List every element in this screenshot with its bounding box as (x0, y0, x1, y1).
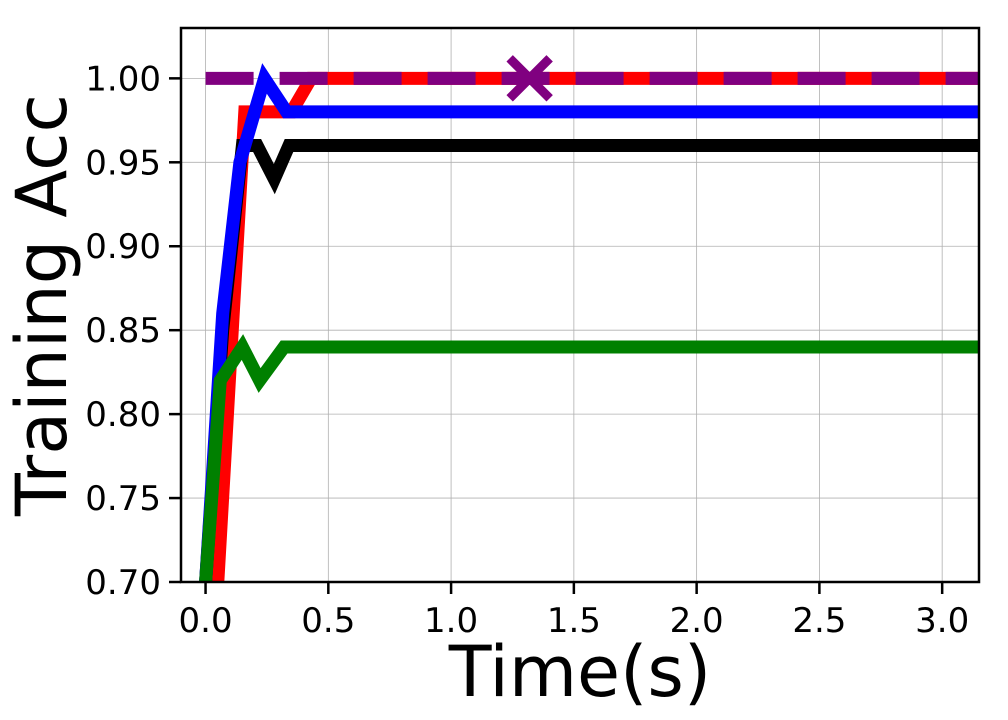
series-markers (506, 55, 553, 102)
y-tick-label: 0.95 (85, 143, 161, 183)
y-tick-label: 0.90 (85, 227, 161, 267)
series-line-3 (199, 334, 979, 582)
x-tick-label: 1.0 (424, 601, 478, 641)
x-tick-label: 1.5 (547, 601, 601, 641)
x-marker-0 (506, 55, 553, 102)
x-tick-label: 0.0 (179, 601, 233, 641)
y-tick-label: 0.85 (85, 311, 161, 351)
plot-frame (179, 26, 981, 584)
x-axis-title: Time(s) (448, 631, 711, 713)
x-tick-label: 2.5 (792, 601, 846, 641)
x-tick-label: 0.5 (301, 601, 355, 641)
x-tick-label: 3.0 (915, 601, 969, 641)
y-tick-label: 0.75 (85, 479, 161, 519)
plot-background (181, 28, 979, 582)
x-tick-label: 2.0 (670, 601, 724, 641)
series-line-2 (199, 63, 979, 582)
y-axis-title: Training Acc (1, 94, 83, 517)
x-marker-stroke (506, 55, 553, 102)
y-tick-label: 0.80 (85, 395, 161, 435)
y-tick-label: 1.00 (85, 59, 161, 99)
axis-ticks: 0.0 0.5 1.0 1.5 2.0 2.5 3.0 0.70 0.75 0.80 0.85 0.9… (85, 59, 969, 641)
y-tick-label: 0.70 (85, 563, 161, 603)
